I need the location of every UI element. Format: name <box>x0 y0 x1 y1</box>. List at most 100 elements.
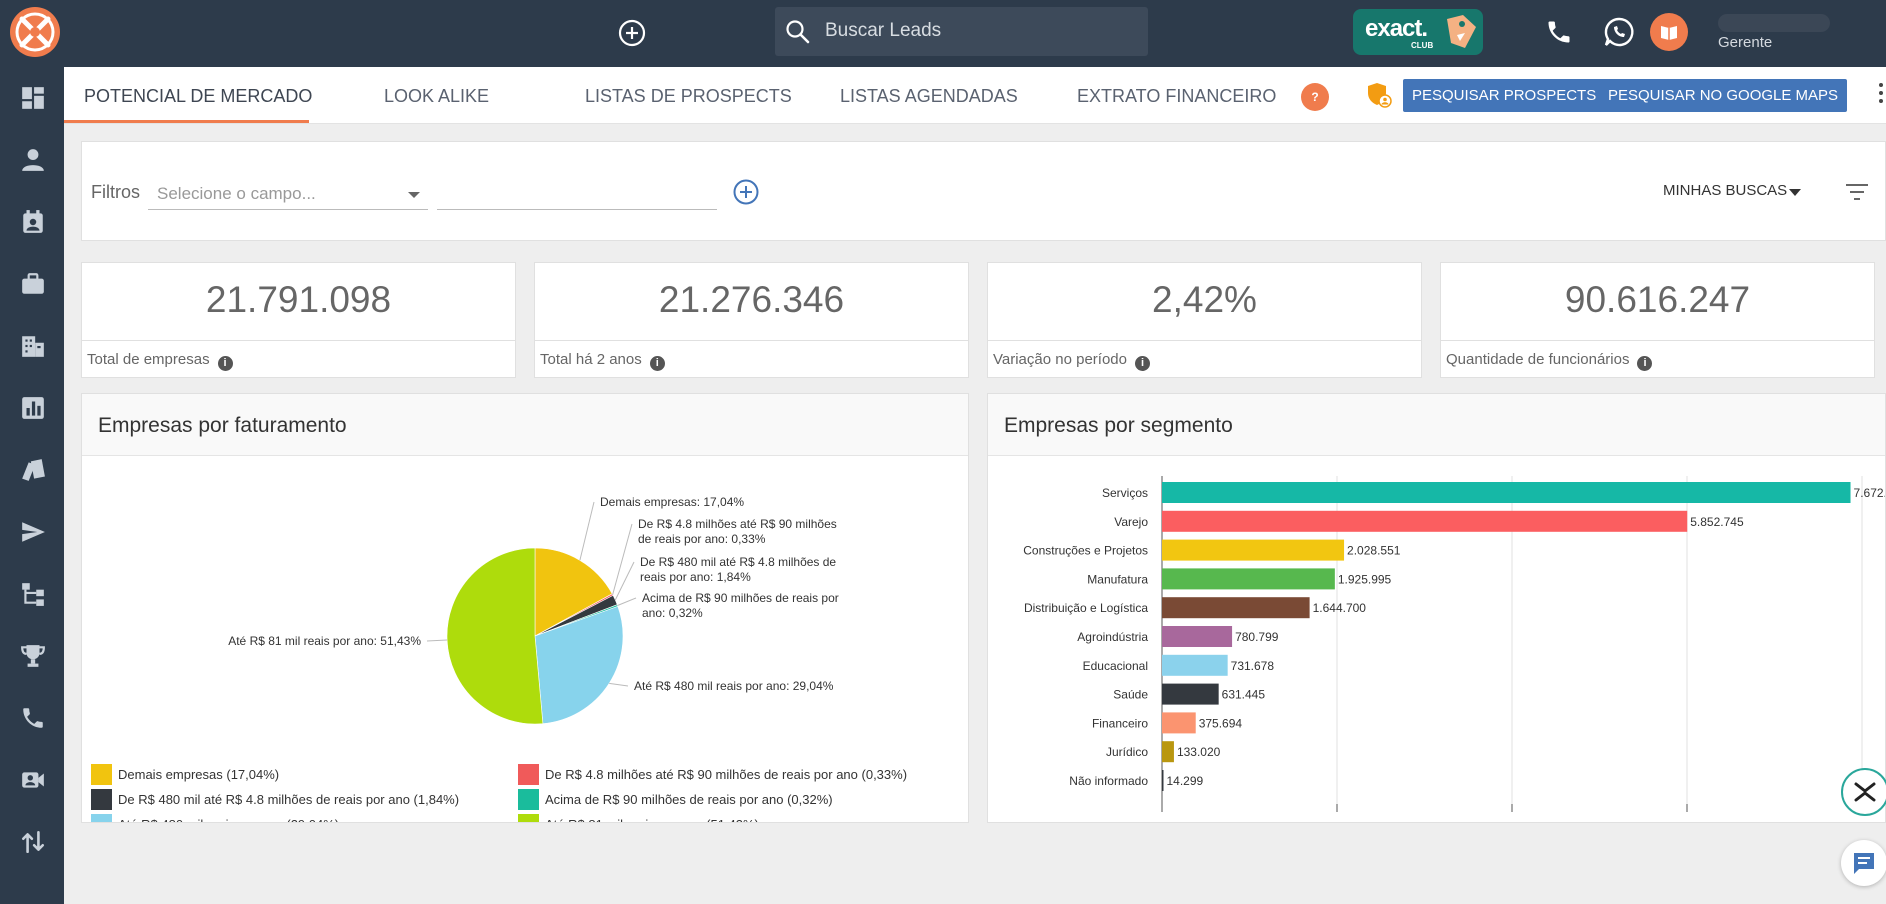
tab-listas-agendadas[interactable]: LISTAS AGENDADAS <box>840 86 1018 106</box>
more-options-icon[interactable] <box>1879 83 1883 107</box>
bar-chart-icon[interactable] <box>20 395 46 421</box>
shield-user-icon[interactable] <box>1366 81 1392 109</box>
minhas-buscas-dropdown[interactable]: MINHAS BUSCAS <box>1663 182 1788 199</box>
building-icon[interactable] <box>20 333 46 359</box>
tab-look-alike[interactable]: LOOK ALIKE <box>384 86 490 106</box>
collapse-button[interactable] <box>1841 768 1886 816</box>
chevron-down-icon <box>408 192 420 198</box>
filters-label: Filtros <box>91 182 140 202</box>
bar[interactable] <box>1162 539 1345 561</box>
whatsapp-icon[interactable] <box>1603 16 1635 48</box>
pie-slice[interactable] <box>534 547 613 637</box>
search-input[interactable] <box>825 16 1135 46</box>
bar[interactable] <box>1162 654 1228 676</box>
pie-slice[interactable] <box>446 547 544 725</box>
help-button[interactable]: ? <box>1301 83 1329 111</box>
legend-label: Até R$ 81 mil reais por ano (51,43%) <box>545 817 759 822</box>
info-icon[interactable]: i <box>649 356 665 371</box>
trophy-icon[interactable] <box>20 643 46 669</box>
hierarchy-icon[interactable] <box>20 581 46 607</box>
kpi-value: 90.616.247 <box>1564 279 1751 320</box>
exact-club-logo[interactable]: exact. CLUB <box>1353 9 1483 55</box>
legend-item[interactable]: Acima de R$ 90 milhões de reais por ano … <box>518 789 833 810</box>
bar[interactable] <box>1162 741 1174 763</box>
category-label: Manufatura <box>1087 572 1148 586</box>
user-role: Gerente <box>1718 34 1773 51</box>
active-tab-indicator <box>64 120 309 123</box>
kpi-value: 21.791.098 <box>205 279 392 320</box>
info-icon[interactable]: i <box>1134 356 1150 371</box>
legend-item[interactable]: De R$ 480 mil até R$ 4.8 milhões de reai… <box>91 789 459 810</box>
tab-extrato-financeiro[interactable]: EXTRATO FINANCEIRO <box>1077 86 1277 106</box>
kpi-label: Variação no período <box>993 351 1127 368</box>
value-label: 5.852.745 <box>1690 515 1744 529</box>
academy-button[interactable] <box>1650 13 1688 51</box>
bar[interactable] <box>1162 626 1233 647</box>
kpi-label-row: Total há 2 anos i <box>540 351 665 371</box>
pie-callout-line <box>612 523 633 595</box>
legend-label: Até R$ 480 mil reais por ano (29,04%) <box>118 817 339 822</box>
kpi-label: Total de empresas <box>87 351 210 368</box>
bar[interactable] <box>1162 597 1310 619</box>
pesquisar-google-maps-button[interactable]: PESQUISAR NO GOOGLE MAPS <box>1599 79 1848 112</box>
info-icon[interactable]: i <box>217 356 233 371</box>
send-icon[interactable] <box>20 519 46 545</box>
segmento-card: Empresas por segmento Serviços 7.672.173 V… <box>987 393 1886 823</box>
swap-icon[interactable] <box>20 829 46 855</box>
card-header: Empresas por faturamento <box>82 394 968 456</box>
video-contact-icon[interactable] <box>20 767 46 793</box>
tab-listas-de-prospects[interactable]: LISTAS DE PROSPECTS <box>585 86 792 106</box>
cards-icon[interactable] <box>20 457 46 483</box>
field-select[interactable]: Selecione o campo... <box>148 178 428 210</box>
chat-button[interactable] <box>1841 840 1886 886</box>
legend-item[interactable]: De R$ 4.8 milhões até R$ 90 milhões de r… <box>518 764 907 785</box>
filter-value-input[interactable] <box>437 178 717 210</box>
pie-slice[interactable] <box>534 605 624 724</box>
briefcase-icon[interactable] <box>20 271 46 297</box>
legend-swatch <box>518 764 539 785</box>
legend-item[interactable]: Demais empresas (17,04%) <box>91 764 279 785</box>
value-label: 133.020 <box>1177 745 1221 759</box>
person-icon[interactable] <box>20 147 46 173</box>
bar[interactable] <box>1162 568 1335 590</box>
add-circle-icon[interactable] <box>617 18 647 48</box>
legend-item[interactable]: Até R$ 81 mil reais por ano (51,43%) <box>518 814 759 822</box>
caret-down-icon[interactable] <box>1789 189 1801 196</box>
search-box[interactable] <box>775 7 1148 56</box>
user-name-redacted[interactable] <box>1718 14 1830 32</box>
top-bar: exact. CLUB Gerente <box>0 0 1886 67</box>
bar[interactable] <box>1162 712 1196 734</box>
phone-sidebar-icon[interactable] <box>20 705 46 731</box>
search-icon[interactable] <box>785 19 811 45</box>
tab-potencial-de-mercado[interactable]: POTENCIAL DE MERCADO <box>84 86 313 106</box>
legend-label: De R$ 480 mil até R$ 4.8 milhões de reai… <box>118 792 460 807</box>
category-label: Construções e Projetos <box>1023 544 1148 558</box>
book-icon <box>1661 26 1677 40</box>
segmento-bar-chart: Serviços 7.672.173 Varejo 5.852.745 Construç… <box>1023 476 1885 812</box>
app-logo[interactable] <box>9 6 61 58</box>
kpi-value: 2,42% <box>1152 279 1257 320</box>
pesquisar-prospects-button[interactable]: PESQUISAR PROSPECTS <box>1403 79 1606 112</box>
legend-swatch <box>91 814 112 822</box>
add-filter-icon[interactable] <box>732 178 760 206</box>
dashboard-icon[interactable] <box>20 85 46 111</box>
bar[interactable] <box>1162 770 1164 791</box>
bar[interactable] <box>1162 683 1219 705</box>
tag-icon <box>1447 15 1476 48</box>
filter-list-icon[interactable] <box>1844 182 1870 202</box>
contact-calendar-icon[interactable] <box>20 209 46 235</box>
sidebar <box>0 67 64 904</box>
bar[interactable] <box>1162 482 1851 503</box>
legend-label: Acima de R$ 90 milhões de reais por ano … <box>545 792 833 807</box>
phone-icon[interactable] <box>1545 18 1573 46</box>
chat-icon <box>1854 853 1874 874</box>
kpi-label-row: Quantidade de funcionários i <box>1446 351 1653 371</box>
kpi-value: 21.276.346 <box>658 279 845 320</box>
faturamento-title: Empresas por faturamento <box>98 414 347 437</box>
info-icon[interactable]: i <box>1637 356 1653 371</box>
legend-item[interactable]: Até R$ 480 mil reais por ano (29,04%) <box>91 814 339 822</box>
category-label: Financeiro <box>1092 716 1148 730</box>
legend-swatch <box>518 814 539 822</box>
pie-callout-label: De R$ 480 mil até R$ 4.8 milhões de reais… <box>640 555 836 584</box>
bar[interactable] <box>1162 510 1688 532</box>
